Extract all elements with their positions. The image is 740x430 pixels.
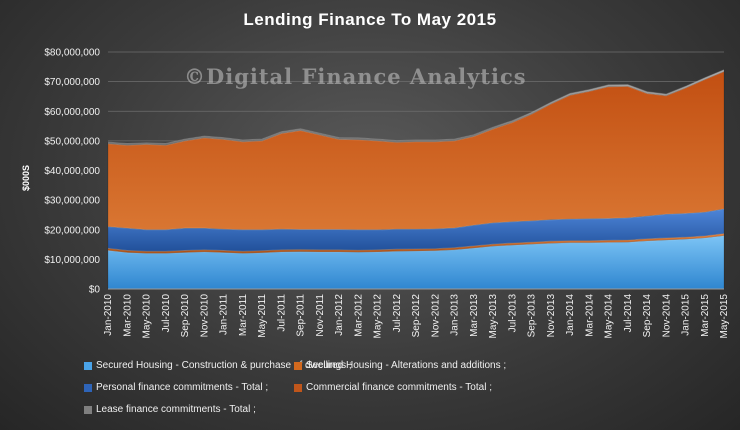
- legend-label: Personal finance commitments - Total ;: [96, 382, 269, 393]
- x-tick-label: Jan-2010: [103, 294, 114, 336]
- area-series-3-edge: [107, 208, 725, 231]
- y-tick-label: $60,000,000: [44, 107, 100, 118]
- legend-label: Secured Housing - Construction & purchas…: [96, 360, 352, 371]
- x-tick-label: Jul-2014: [623, 294, 634, 333]
- y-axis-ticks: $0 $10,000,000 $20,000,000 $30,000,000 $40,0…: [44, 48, 100, 296]
- legend-item: Secured Housing - Alterations and additi…: [294, 360, 506, 371]
- y-tick-label: $20,000,000: [44, 225, 100, 236]
- x-tick-label: Nov-2010: [199, 294, 210, 338]
- x-tick-label: Mar-2012: [353, 294, 364, 337]
- watermark: ©Digital Finance Analytics: [184, 64, 527, 89]
- legend-label: Lease finance commitments - Total ;: [96, 404, 256, 415]
- area-series-4-edge: [107, 71, 725, 146]
- x-tick-label: May-2015: [719, 294, 730, 339]
- x-tick-label: Sep-2010: [180, 294, 191, 338]
- legend-swatch: [84, 361, 92, 370]
- legend-item: Personal finance commitments - Total ;: [84, 382, 268, 393]
- area-series-1-edge: [107, 235, 725, 254]
- x-tick-label: Sep-2012: [411, 294, 422, 338]
- x-tick-label: Nov-2014: [661, 294, 672, 338]
- x-tick-label: Jan-2011: [219, 294, 230, 335]
- x-tick-label: Mar-2015: [700, 294, 711, 337]
- x-tick-label: Sep-2011: [296, 294, 307, 337]
- x-tick-label: Sep-2014: [642, 294, 653, 338]
- y-tick-label: $40,000,000: [44, 166, 100, 177]
- legend-swatch: [84, 405, 92, 414]
- x-tick-label: Jan-2013: [450, 294, 461, 336]
- y-tick-label: $80,000,000: [44, 48, 100, 59]
- chart-title: Lending Finance To May 2015: [243, 10, 497, 29]
- x-tick-label: Nov-2013: [546, 294, 557, 338]
- x-tick-label: Mar-2013: [469, 294, 480, 337]
- x-axis-ticks: Jan-2010 Mar-2010 May-2010 Jul-2010 Sep-2010…: [103, 294, 730, 339]
- y-tick-label: $50,000,000: [44, 136, 100, 147]
- x-tick-label: Nov-2012: [430, 294, 441, 338]
- area-series-5-edge: [107, 69, 725, 145]
- x-tick-label: May-2012: [373, 294, 384, 339]
- x-tick-label: Jul-2012: [392, 294, 403, 333]
- legend-swatch: [294, 361, 302, 370]
- y-tick-label: $10,000,000: [44, 255, 100, 266]
- x-tick-label: May-2010: [142, 294, 153, 339]
- legend-swatch: [84, 383, 92, 392]
- x-tick-label: Jul-2013: [507, 294, 518, 333]
- x-tick-label: Jul-2010: [161, 294, 172, 333]
- y-tick-label: $70,000,000: [44, 77, 100, 88]
- x-tick-label: Jul-2011: [276, 294, 287, 332]
- x-tick-label: Jan-2015: [681, 294, 692, 336]
- x-tick-label: Jan-2012: [334, 294, 345, 336]
- y-tick-label: $0: [89, 285, 101, 296]
- x-tick-label: Nov-2011: [315, 294, 326, 337]
- legend-item: Secured Housing - Construction & purchas…: [84, 360, 352, 371]
- legend-label: Commercial finance commitments - Total ;: [306, 382, 492, 393]
- x-tick-label: Jan-2014: [565, 294, 576, 336]
- x-tick-label: Sep-2013: [527, 294, 538, 338]
- legend-item: Commercial finance commitments - Total ;: [294, 382, 492, 393]
- x-tick-label: May-2011: [257, 294, 268, 338]
- stacked-areas: [107, 69, 725, 290]
- x-tick-label: May-2013: [488, 294, 499, 339]
- area-series-2-edge: [107, 233, 725, 252]
- y-axis-label: $000S: [21, 165, 31, 191]
- legend-swatch: [294, 383, 302, 392]
- x-tick-label: May-2014: [604, 294, 615, 339]
- legend-label: Secured Housing - Alterations and additi…: [306, 360, 507, 371]
- y-tick-label: $30,000,000: [44, 196, 100, 207]
- x-tick-label: Mar-2011: [238, 294, 249, 336]
- area-series-4: [107, 71, 725, 231]
- legend-item: Lease finance commitments - Total ;: [84, 404, 256, 415]
- x-tick-label: Mar-2010: [122, 294, 133, 337]
- x-tick-label: Mar-2014: [584, 294, 595, 337]
